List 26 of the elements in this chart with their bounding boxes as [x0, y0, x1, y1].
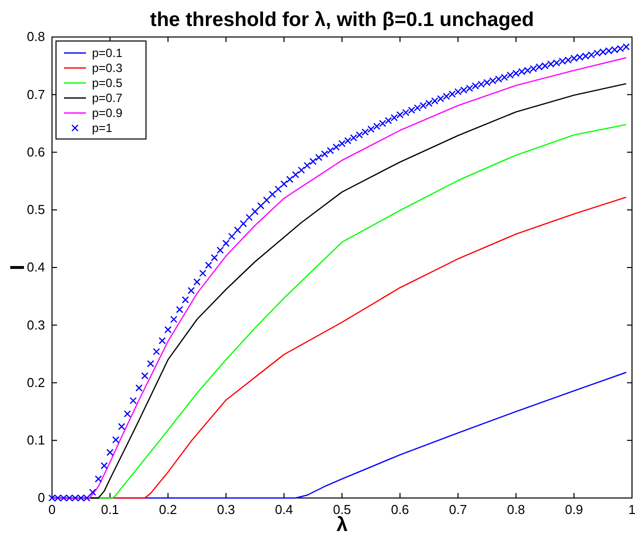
y-tick-label: 0.8 — [26, 29, 45, 44]
x-tick-label: 0.2 — [158, 502, 178, 518]
legend-label: p=1 — [92, 121, 113, 135]
legend-label: p=0.9 — [92, 106, 123, 120]
y-tick-label: 0.2 — [26, 374, 45, 390]
legend-label: p=0.3 — [92, 61, 123, 75]
y-tick-label: 0.5 — [26, 202, 45, 218]
x-tick-label: 0.7 — [448, 502, 468, 518]
y-tick-label: 0.6 — [26, 144, 45, 160]
y-tick-label: 0.7 — [26, 86, 45, 102]
y-tick-label: 0.1 — [26, 432, 45, 448]
x-tick-label: 0.3 — [216, 502, 236, 518]
x-tick-label: 0.8 — [506, 502, 526, 518]
legend-label: p=0.7 — [92, 91, 123, 105]
legend-label: p=0.5 — [92, 76, 123, 90]
x-tick-label: 0.1 — [100, 502, 120, 518]
x-tick-label: 1 — [628, 502, 635, 518]
x-tick-label: 0.9 — [564, 502, 584, 518]
legend-label: p=0.1 — [92, 46, 123, 60]
x-tick-label: 0.6 — [390, 502, 410, 518]
x-tick-label: 0 — [48, 502, 56, 518]
x-tick-label: 0.4 — [274, 502, 294, 518]
y-tick-label: 0.3 — [26, 317, 45, 332]
y-tick-label: 0.4 — [26, 260, 45, 275]
chart-title: the threshold for λ, with β=0.1 unchaged — [150, 9, 534, 31]
y-tick-label: 0 — [38, 490, 45, 506]
